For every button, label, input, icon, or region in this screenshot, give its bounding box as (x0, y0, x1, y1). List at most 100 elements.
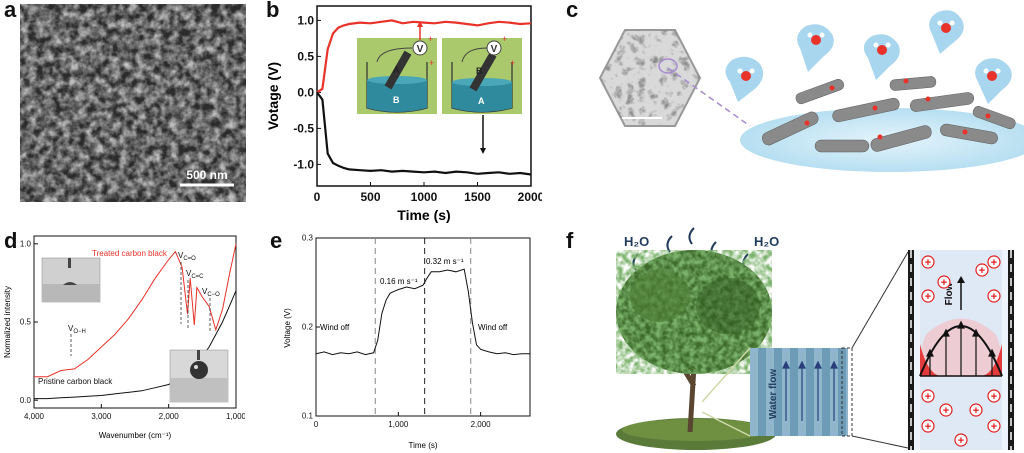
chart-e-xtick-label-0: 0 (314, 420, 319, 429)
charge-markers: + + + + + + + + + + + + + (921, 255, 1001, 447)
chart-d-xtick-label-3: 1,000 (226, 412, 245, 421)
speed-label-2: 0.32 m s⁻¹ (426, 257, 464, 266)
charge-circle-0 (921, 255, 935, 269)
zoom-circle (658, 58, 678, 74)
charge-circle-1 (921, 289, 935, 303)
chart-b-xtick-label-1: 500 (360, 190, 380, 204)
xylem-channels (750, 347, 853, 437)
graphene-sheets (761, 76, 1016, 153)
zoom-line-2 (701, 411, 751, 437)
sign-right-1: + (502, 34, 507, 44)
chart-d-xtick-label-0: 4,000 (24, 412, 45, 421)
chart-e-ylabel: Voltage (V) (283, 308, 292, 348)
chart-b-ylabel: Votage (V) (265, 62, 281, 130)
svg-text:VC=C: VC=C (186, 269, 204, 280)
zoom-line-1 (701, 347, 751, 403)
droplet-inset-top (41, 257, 101, 303)
charge-plus-10: + (958, 435, 964, 447)
charge-plus-1: + (925, 291, 931, 303)
chart-b-xtick-label-0: 0 (314, 190, 321, 204)
charge-plus-3: + (925, 421, 931, 433)
tree-canopy (616, 250, 772, 374)
chart-e-xlabel: Time (s) (408, 441, 437, 450)
charge-circle-3 (921, 419, 935, 433)
arrow-up-red-head (417, 21, 423, 27)
chart-b: 1.0 0.5 0.0 -0.5 -1.0 0 500 1000 1500 2000 V A B … (265, 5, 542, 223)
flow-label: Flow (944, 282, 955, 305)
layer-b-label-right: B (476, 66, 483, 76)
speed-label-1: 0.16 m s⁻¹ (380, 277, 418, 286)
panel-a-label: a (4, 0, 17, 22)
charge-circle-8 (939, 403, 953, 417)
chart-d-ytick-label-1: 0.5 (20, 318, 32, 327)
chart-d-xtick-label-1: 3,000 (91, 412, 112, 421)
chart-b-ytick-label-1: 0.5 (297, 49, 314, 63)
panel-b-label: b (266, 0, 280, 22)
peak-co-sub: C=O (183, 256, 196, 262)
panel-e-label: e (270, 228, 283, 253)
chart-e-ytick-label-1: 0.2 (302, 323, 314, 332)
charge-circle-12 (975, 263, 989, 277)
charge-plus-11: + (941, 277, 947, 289)
chart-e-ytick-label-2: 0.1 (302, 412, 314, 421)
chart-b-xtick-label-4: 2000 (518, 190, 542, 204)
layer-a-label-left: A (393, 65, 400, 75)
chart-d-ylabel: Normalized intensity (3, 286, 12, 358)
peak-c-o-sub: C−O (207, 292, 220, 298)
charge-plus-9: + (973, 405, 979, 417)
peak-dashes (70, 262, 211, 356)
charge-plus-12: + (979, 265, 985, 277)
pristine-series-label: Pristine carbon black (38, 377, 113, 386)
charge-circle-2 (921, 389, 935, 403)
peak-cc-sub: C=C (191, 274, 204, 280)
water-molecules (737, 20, 1001, 81)
sign-left-1: + (428, 34, 433, 44)
charge-circle-4 (987, 255, 1001, 269)
chart-e-ytick-label-0: 0.3 (302, 234, 314, 243)
sign-right-2: + (510, 58, 515, 68)
peak-oh-sub: O−H (73, 329, 86, 335)
oxygen-dots (804, 78, 991, 140)
chart-d-ytick-label-2: 0.0 (20, 396, 32, 405)
treated-series-label: Treated carbon black (92, 249, 168, 258)
chart-b-xtick-label-2: 1000 (411, 190, 438, 204)
h2o-left: H₂O (624, 234, 649, 249)
chart-e-series-0 (315, 268, 530, 356)
scale-bar-label: 500 nm (186, 168, 227, 182)
charge-circle-5 (987, 289, 1001, 303)
chart-b-ytick-label-0: 1.0 (297, 13, 314, 27)
chart-b-ytick-label-4: -1.0 (293, 157, 314, 171)
chart-b-ytick-label-2: 0.0 (297, 85, 314, 99)
arrow-down-black-head (480, 148, 486, 154)
voltmeter-label-left: V (417, 44, 424, 55)
charge-plus-5: + (991, 291, 997, 303)
peak-labels: VO−H VC=O VC=C VC−O (68, 251, 220, 335)
peak-cc-v: V (186, 269, 192, 278)
layer-b-label-left: B (393, 95, 400, 105)
charge-circle-11 (937, 275, 951, 289)
wind-off-right: Wind off (478, 323, 508, 332)
chart-b-series-1 (316, 91, 532, 176)
charge-plus-2: + (925, 391, 931, 403)
peak-oh-v: V (68, 324, 74, 333)
panel-f-label: f (566, 228, 574, 253)
chart-b-xtick-label-3: 1500 (464, 190, 491, 204)
charge-circle-6 (987, 389, 1001, 403)
capillary-tube (908, 250, 1014, 450)
graphene-schematic (598, 10, 1024, 172)
chart-d-xlabel: Wavenumber (cm⁻¹) (99, 431, 172, 440)
charge-circle-9 (969, 403, 983, 417)
svg-text:VO−H: VO−H (68, 324, 86, 335)
chart-b-xlabel: Time (s) (397, 207, 450, 223)
chart-b-series-0 (316, 19, 532, 94)
chart-e-xtick-label-1: 1,000 (388, 420, 409, 429)
svg-text:VC−O: VC−O (202, 287, 220, 298)
droplet-inset-bottom (169, 349, 229, 403)
panel-d-label: d (4, 228, 18, 253)
charge-plus-6: + (991, 391, 997, 403)
h2o-right: H₂O (754, 234, 779, 249)
beaker-inset-right: V B A + + (442, 34, 522, 114)
chart-d-series-0 (34, 243, 237, 378)
chart-d-xtick-label-2: 2,000 (159, 412, 180, 421)
